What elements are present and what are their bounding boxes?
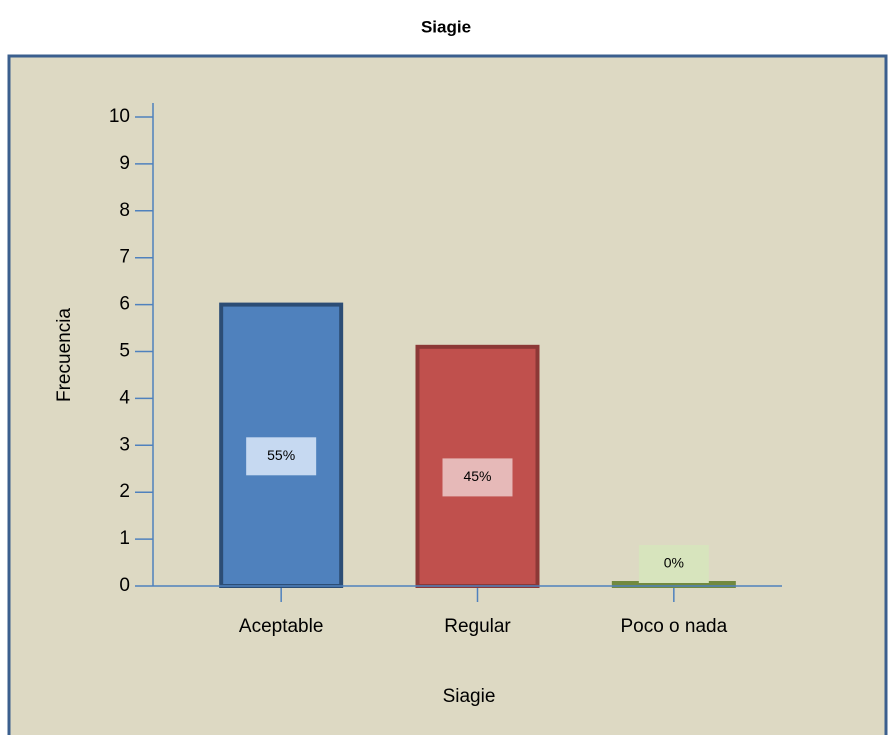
- x-tick-label: Aceptable: [239, 616, 324, 637]
- data-label-box: [442, 458, 513, 497]
- y-tick-label: 9: [119, 153, 130, 174]
- data-label: 55%: [267, 447, 295, 463]
- y-tick-label: 4: [119, 387, 130, 408]
- y-tick-label: 1: [119, 528, 130, 549]
- y-tick-label: 2: [119, 481, 130, 502]
- y-tick-label: 0: [119, 575, 130, 596]
- x-tick-label: Regular: [444, 616, 511, 637]
- x-axis-label: Siagie: [443, 686, 496, 707]
- y-tick-label: 3: [119, 434, 130, 455]
- y-axis-label: Frecuencia: [54, 308, 75, 402]
- data-label-box: [246, 437, 317, 476]
- y-tick-label: 5: [119, 341, 130, 362]
- x-tick-label: Poco o nada: [620, 616, 727, 637]
- data-label: 0%: [664, 555, 684, 571]
- data-label-box: [638, 545, 709, 583]
- data-label: 45%: [463, 468, 491, 484]
- y-tick-label: 6: [119, 294, 130, 315]
- chart-title: Siagie: [421, 17, 471, 36]
- y-tick-label: 7: [119, 247, 130, 268]
- y-tick-label: 10: [109, 106, 130, 127]
- y-tick-label: 8: [119, 200, 130, 221]
